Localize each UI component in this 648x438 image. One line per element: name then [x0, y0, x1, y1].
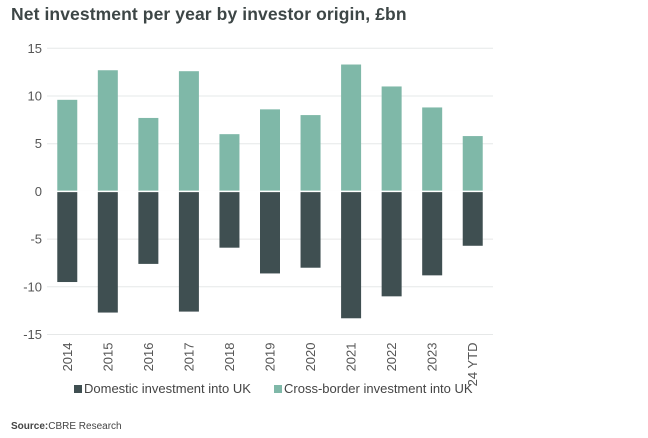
source-text: CBRE Research: [48, 421, 122, 432]
bar: [219, 191, 240, 248]
bar: [462, 191, 483, 246]
bar: [381, 191, 402, 297]
bar: [178, 71, 199, 192]
bar: [219, 134, 240, 192]
x-tick-label: 2022: [384, 343, 399, 372]
y-tick-label: -10: [23, 279, 42, 294]
x-tick-label: 2017: [181, 343, 196, 372]
legend-label-cross-border: Cross-border investment into UK: [284, 381, 473, 396]
legend-label-domestic: Domestic investment into UK: [84, 381, 251, 396]
bar: [97, 191, 118, 313]
x-tick-label: 2018: [222, 343, 237, 372]
y-tick-label: 10: [28, 89, 42, 104]
bar: [57, 191, 78, 283]
x-tick-label: 2015: [100, 343, 115, 372]
y-tick-label: 0: [35, 184, 42, 199]
bar: [300, 191, 321, 268]
legend-item-cross-border: Cross-border investment into UK: [274, 381, 473, 396]
source-note: Source:CBRE Research: [11, 421, 122, 432]
bar: [381, 86, 402, 192]
bar: [97, 70, 118, 192]
chart-title: Net investment per year by investor orig…: [11, 4, 407, 24]
bar: [462, 136, 483, 192]
bar: [341, 191, 362, 319]
y-tick-label: -15: [23, 327, 42, 342]
x-tick-label: 2014: [60, 343, 75, 372]
bar: [341, 64, 362, 192]
bar: [300, 115, 321, 192]
bar: [57, 99, 78, 192]
bar: [178, 191, 199, 312]
y-tick-label: 5: [35, 136, 42, 151]
y-tick-label: 15: [28, 41, 42, 56]
x-tick-label: 2021: [344, 343, 359, 372]
x-tick-label: 24 YTD: [465, 343, 480, 387]
legend-swatch-domestic: [74, 385, 82, 393]
x-tick-label: 2016: [141, 343, 156, 372]
legend-item-domestic: Domestic investment into UK: [74, 381, 251, 396]
legend-swatch-cross-border: [274, 385, 282, 393]
bar: [260, 109, 280, 192]
x-tick-label: 2019: [263, 343, 278, 372]
bar: [138, 191, 159, 264]
bar: [422, 107, 443, 192]
bar: [260, 191, 280, 274]
y-tick-label: -5: [30, 232, 42, 247]
bar: [138, 117, 159, 192]
source-label: Source:: [11, 421, 49, 432]
x-tick-label: 2020: [303, 343, 318, 372]
x-tick-label: 2023: [425, 343, 440, 372]
bar: [422, 191, 443, 276]
